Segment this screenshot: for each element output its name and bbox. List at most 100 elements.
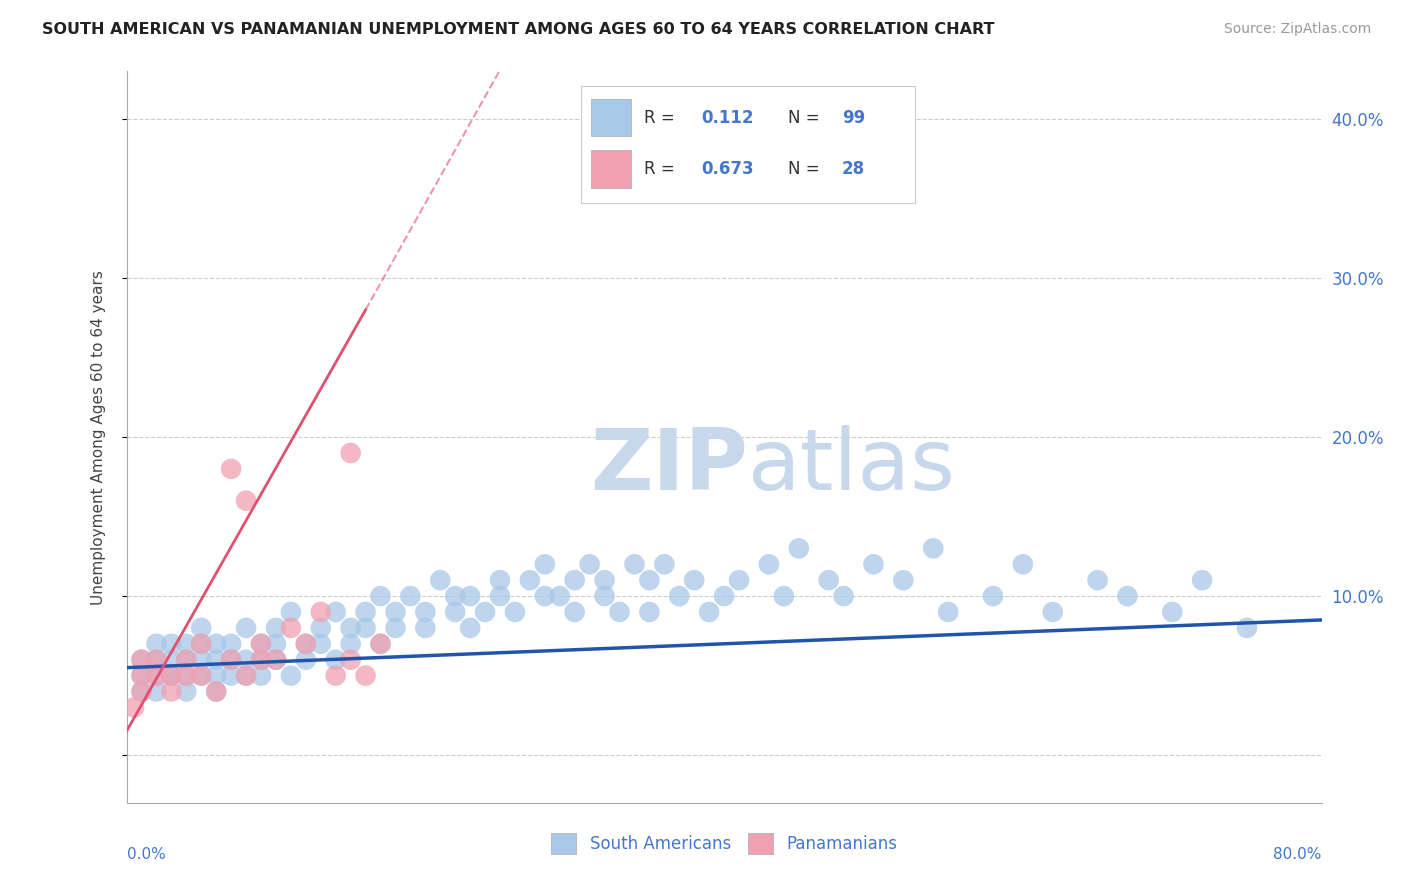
Text: ZIP: ZIP (591, 425, 748, 508)
Point (160, 653, 183, 667)
Point (131, 653, 153, 667)
Point (384, 621, 406, 635)
Point (219, 653, 242, 667)
Point (773, 589, 796, 603)
Point (325, 605, 347, 619)
Legend: South Americans, Panamanians: South Americans, Panamanians (544, 827, 904, 860)
Point (235, 653, 257, 667)
Point (623, 558, 645, 572)
Point (936, 605, 959, 619)
Point (444, 589, 467, 603)
Point (235, 493, 257, 508)
Point (219, 462, 242, 476)
Point (174, 653, 197, 667)
Point (832, 589, 855, 603)
Text: atlas: atlas (748, 425, 956, 508)
Point (235, 668, 257, 682)
Point (205, 684, 228, 698)
Point (174, 684, 197, 698)
Point (235, 668, 257, 682)
Point (668, 589, 690, 603)
Point (354, 605, 377, 619)
Point (309, 605, 332, 619)
Point (489, 573, 512, 587)
Point (250, 653, 273, 667)
Point (713, 589, 735, 603)
Point (264, 637, 287, 651)
Point (1161, 605, 1184, 619)
Point (1011, 558, 1033, 572)
Point (264, 621, 287, 635)
Text: 0.0%: 0.0% (127, 847, 166, 862)
Point (339, 621, 361, 635)
Point (325, 653, 347, 667)
Point (174, 653, 197, 667)
Point (264, 653, 287, 667)
Point (533, 558, 555, 572)
Point (354, 668, 377, 682)
Point (280, 668, 302, 682)
Point (728, 573, 751, 587)
Point (205, 684, 228, 698)
Point (309, 621, 332, 635)
Point (250, 637, 273, 651)
Point (205, 653, 228, 667)
Point (891, 573, 914, 587)
Point (548, 589, 571, 603)
Point (190, 653, 212, 667)
Point (145, 684, 167, 698)
Point (205, 668, 228, 682)
Point (593, 573, 616, 587)
Point (683, 573, 706, 587)
Point (219, 637, 242, 651)
Point (862, 558, 884, 572)
Point (250, 637, 273, 651)
Point (444, 605, 467, 619)
Point (250, 653, 273, 667)
Point (474, 605, 496, 619)
Point (145, 653, 167, 667)
Point (219, 668, 242, 682)
Text: 80.0%: 80.0% (1274, 847, 1322, 862)
Point (1191, 573, 1213, 587)
Point (280, 605, 302, 619)
Point (160, 637, 183, 651)
Point (131, 684, 153, 698)
Point (145, 668, 167, 682)
Point (160, 668, 183, 682)
Point (638, 573, 661, 587)
Point (593, 589, 616, 603)
Point (131, 684, 153, 698)
Point (160, 668, 183, 682)
Point (817, 573, 839, 587)
Point (122, 700, 145, 714)
Point (250, 668, 273, 682)
Point (652, 558, 675, 572)
Point (922, 541, 945, 556)
Point (190, 637, 212, 651)
Point (339, 653, 361, 667)
Point (370, 637, 392, 651)
Point (294, 653, 316, 667)
Point (339, 446, 361, 460)
Point (131, 668, 153, 682)
Point (219, 653, 242, 667)
Point (503, 605, 526, 619)
Point (1087, 573, 1109, 587)
Point (413, 621, 436, 635)
Point (787, 541, 810, 556)
Point (578, 558, 600, 572)
Point (354, 621, 377, 635)
Point (609, 605, 631, 619)
Text: SOUTH AMERICAN VS PANAMANIAN UNEMPLOYMENT AMONG AGES 60 TO 64 YEARS CORRELATION : SOUTH AMERICAN VS PANAMANIAN UNEMPLOYMEN… (42, 22, 994, 37)
Point (429, 573, 451, 587)
Point (309, 637, 332, 651)
Point (280, 621, 302, 635)
Point (413, 605, 436, 619)
Text: Source: ZipAtlas.com: Source: ZipAtlas.com (1223, 22, 1371, 37)
Point (564, 605, 586, 619)
Point (458, 589, 481, 603)
Point (758, 558, 780, 572)
Point (519, 573, 541, 587)
Point (294, 637, 316, 651)
